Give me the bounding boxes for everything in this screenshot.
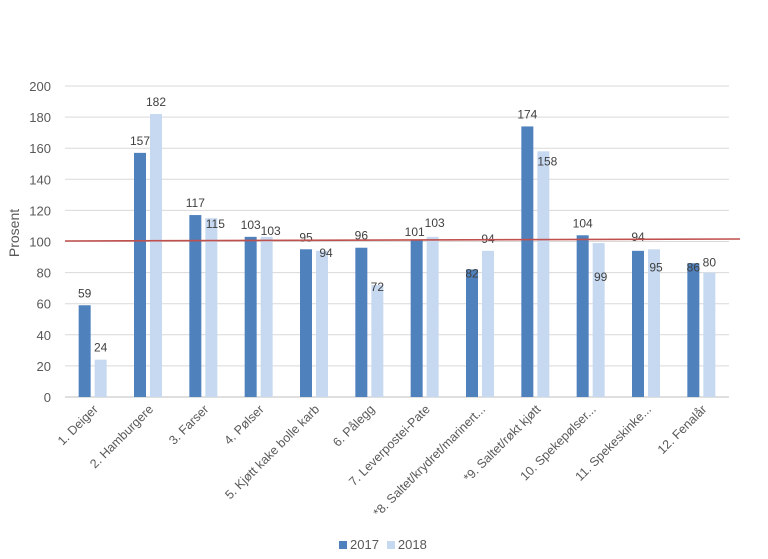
y-tick-label: 160 — [29, 141, 51, 156]
bar-2018 — [426, 236, 439, 397]
bar-2018 — [371, 285, 384, 397]
bar-2017 — [410, 239, 423, 397]
data-label: 80 — [703, 256, 717, 270]
bar-2018 — [260, 236, 273, 397]
bar-2017 — [189, 215, 202, 397]
bar-2018 — [205, 218, 218, 397]
legend: 2017 2018 — [339, 537, 427, 552]
data-label: 115 — [206, 217, 225, 231]
bar-2017 — [244, 236, 257, 397]
y-tick-label: 60 — [37, 297, 51, 312]
data-label: 94 — [631, 230, 645, 244]
reference-line-100 — [64, 238, 741, 242]
data-label: 59 — [78, 286, 92, 300]
x-tick-label: *8. Saltet/krydret/marinert... — [371, 402, 488, 519]
gridlines — [65, 85, 729, 398]
bar-2018 — [703, 272, 716, 397]
bar-2017 — [466, 269, 478, 397]
bar-2017 — [521, 126, 534, 398]
y-tick-label: 0 — [44, 390, 51, 405]
x-tick-label: 3. Farser — [166, 402, 211, 447]
data-label: 182 — [146, 95, 166, 109]
data-label: 95 — [649, 260, 663, 274]
y-axis-label: Prosent — [6, 209, 22, 257]
data-label: 103 — [425, 216, 445, 230]
x-tick-label: 6. Pålegg — [330, 402, 377, 449]
y-tick-label: 120 — [29, 203, 51, 218]
y-tick-label: 100 — [29, 235, 51, 250]
bar-2018 — [482, 250, 494, 397]
data-label: 158 — [537, 154, 557, 168]
data-label: 103 — [241, 218, 261, 232]
legend-item-2018: 2018 — [386, 537, 427, 552]
legend-item-2017: 2017 — [339, 537, 379, 552]
legend-swatch-2017 — [339, 540, 347, 549]
bar-2017 — [300, 249, 312, 397]
bar-2018 — [592, 243, 605, 397]
data-label: 95 — [299, 230, 313, 244]
data-label: 94 — [481, 232, 495, 246]
legend-label-2017: 2017 — [350, 537, 379, 552]
data-label: 94 — [319, 246, 333, 260]
data-label: 99 — [594, 270, 608, 284]
data-label: 72 — [371, 280, 385, 294]
bar-2017 — [687, 263, 700, 397]
legend-swatch-2018 — [386, 540, 395, 549]
bar-2017 — [632, 250, 644, 397]
y-tick-label: 40 — [37, 328, 51, 343]
bar-2018 — [94, 359, 107, 397]
bar-2018 — [316, 250, 328, 397]
x-tick-label: 5. Kjøtt kake bolle karb — [222, 402, 322, 502]
bar-2018 — [537, 151, 550, 397]
y-tick-label: 140 — [29, 172, 51, 187]
x-tick-label: 12. Fenalår — [655, 402, 710, 457]
legend-label-2018: 2018 — [397, 537, 427, 552]
data-label: 117 — [186, 196, 205, 210]
data-label: 174 — [517, 107, 537, 121]
bar-2018 — [648, 249, 660, 397]
bar-2017 — [78, 305, 91, 397]
data-label: 24 — [94, 341, 108, 355]
data-label: 82 — [465, 266, 479, 280]
bar-2018 — [150, 113, 162, 398]
y-axis-ticks: 0 20 40 60 80 100 120 140 160 180 200 — [29, 79, 51, 405]
bar-2017 — [134, 152, 146, 397]
y-tick-label: 20 — [37, 359, 51, 374]
data-label: 96 — [355, 229, 369, 243]
y-tick-label: 180 — [29, 110, 51, 125]
data-label: 103 — [261, 224, 281, 238]
data-label: 86 — [687, 260, 701, 274]
y-tick-label: 80 — [37, 266, 51, 281]
bars — [78, 113, 716, 398]
data-label: 101 — [405, 225, 425, 239]
data-label: 157 — [130, 134, 150, 148]
x-tick-label: 1. Deiger — [55, 402, 101, 448]
y-tick-label: 200 — [29, 79, 51, 94]
data-label: 104 — [573, 216, 593, 230]
bar-2017 — [355, 247, 368, 397]
x-tick-label: 4. Pølser — [222, 402, 267, 447]
bar-2017 — [576, 235, 589, 397]
